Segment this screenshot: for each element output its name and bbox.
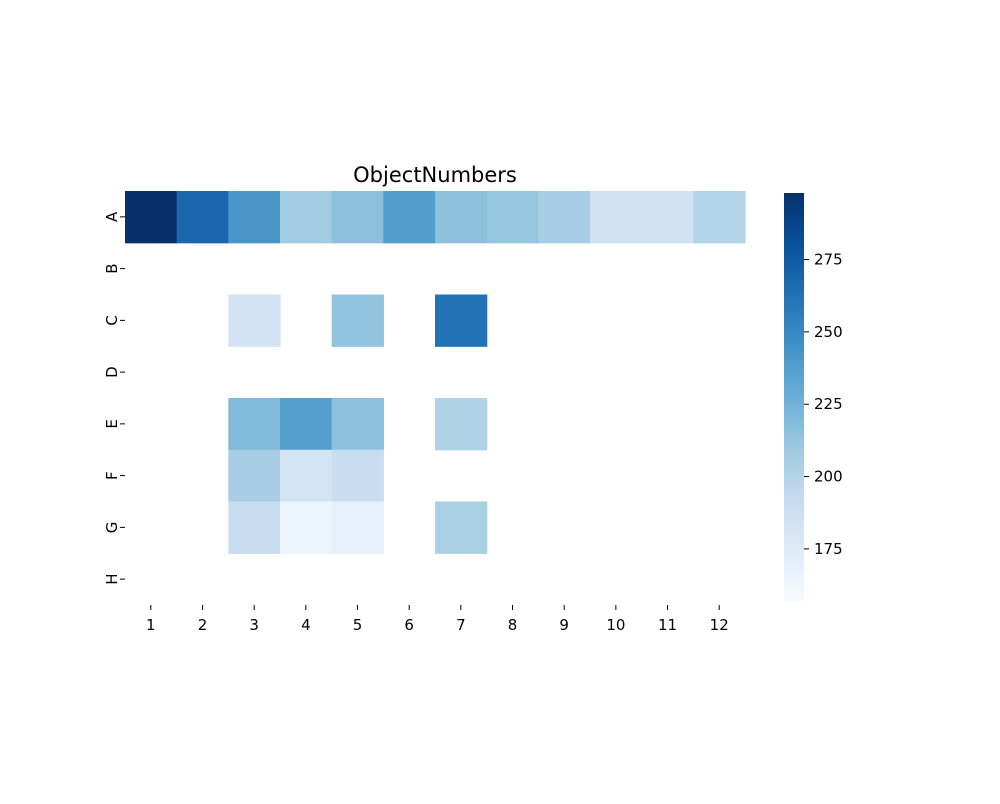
heatmap-cell-A5	[331, 191, 384, 244]
heatmap-cell-A1	[125, 191, 178, 244]
heatmap-cell-A11	[641, 191, 694, 244]
x-tick-label: 11	[658, 616, 677, 634]
x-tick-label: 8	[508, 616, 518, 634]
heatmap-cell-G4	[280, 501, 333, 554]
y-tick-label: F	[103, 471, 121, 480]
heatmap-cell-A6	[383, 191, 436, 244]
colorbar-tick-label: 275	[814, 251, 843, 269]
x-tick-label: 2	[198, 616, 208, 634]
x-axis: 1 2 3 4 5 6 7 8 9 10 11 12	[146, 605, 729, 634]
colorbar-tick-label: 200	[814, 468, 843, 486]
heatmap-cell-G3	[228, 501, 281, 554]
heatmap-cell-G7	[435, 501, 488, 554]
heatmap-cell-E4	[280, 398, 333, 451]
y-tick-label: H	[103, 573, 121, 584]
x-tick-label: 3	[249, 616, 259, 634]
heatmap-cell-A3	[228, 191, 281, 244]
y-tick-label: C	[103, 315, 121, 325]
heatmap-cell-F4	[280, 449, 333, 503]
heatmap-cell-A12	[693, 191, 746, 244]
heatmap-cell-F5	[331, 449, 384, 503]
y-axis: A B C D E F G H	[103, 211, 125, 585]
x-tick-label: 9	[559, 616, 569, 634]
x-tick-label: 4	[301, 616, 311, 634]
y-tick-label: A	[103, 211, 121, 222]
heatmap-cell-F3	[228, 449, 281, 503]
y-tick-label: B	[103, 263, 121, 273]
heatmap-cells	[125, 191, 746, 554]
heatmap-cell-E7	[435, 398, 488, 451]
heatmap-cell-E5	[331, 398, 384, 451]
heatmap-cell-C3	[228, 294, 281, 347]
x-tick-label: 12	[710, 616, 729, 634]
colorbar-tick-label: 175	[814, 540, 843, 558]
heatmap-cell-A10	[590, 191, 643, 244]
heatmap-cell-A9	[538, 191, 591, 244]
heatmap-cell-G5	[331, 501, 384, 554]
heatmap-cell-E3	[228, 398, 281, 451]
heatmap-cell-A2	[176, 191, 229, 244]
x-tick-label: 5	[353, 616, 363, 634]
colorbar: 175 200 225 250 275	[784, 193, 843, 601]
x-tick-label: 10	[606, 616, 625, 634]
colorbar-gradient	[784, 193, 804, 601]
heatmap-cell-C5	[331, 294, 384, 347]
heatmap-cell-A8	[486, 191, 539, 244]
heatmap-cell-C7	[435, 294, 488, 347]
y-tick-label: E	[103, 419, 121, 428]
chart-title: ObjectNumbers	[353, 163, 517, 187]
x-tick-label: 1	[146, 616, 156, 634]
heatmap-cell-A7	[435, 191, 488, 244]
x-tick-label: 7	[456, 616, 466, 634]
y-tick-label: D	[103, 366, 121, 378]
colorbar-tick-label: 225	[814, 395, 843, 413]
heatmap-cell-A4	[280, 191, 333, 244]
y-tick-label: G	[103, 522, 121, 534]
x-tick-label: 6	[404, 616, 414, 634]
colorbar-tick-label: 250	[814, 323, 843, 341]
